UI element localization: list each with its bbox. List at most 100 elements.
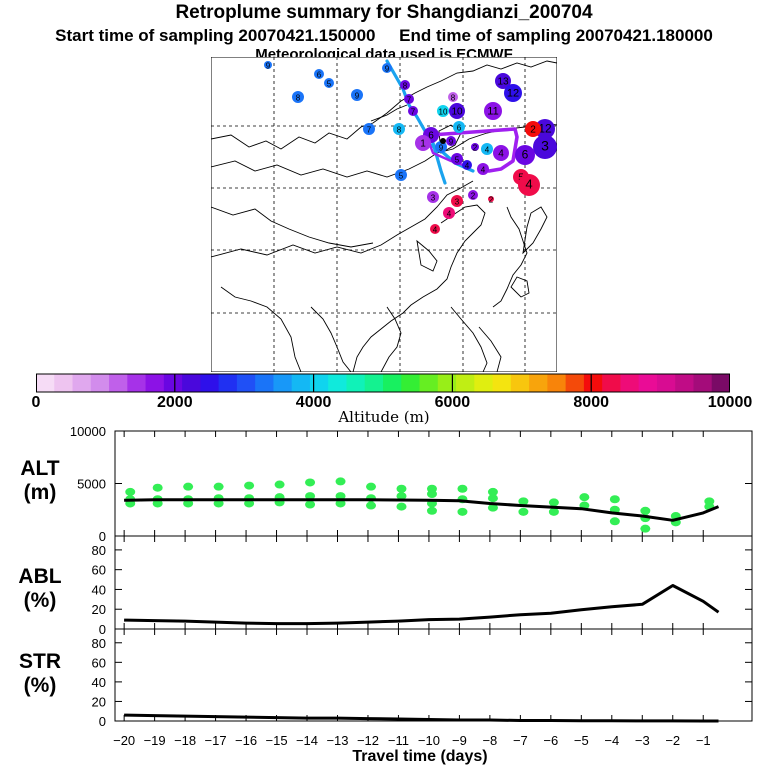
x-tick-label: −4 (604, 733, 619, 748)
colorbar-tick-label: 6000 (434, 394, 471, 411)
cluster-marker: 8 (400, 80, 410, 91)
cluster-label: 7 (367, 126, 372, 135)
cluster-label: 6 (428, 131, 434, 142)
cluster-label: 9 (355, 92, 360, 101)
colorbar-swatch (273, 374, 293, 392)
alt-scatter-point (640, 524, 651, 533)
colorbar-swatch (510, 374, 530, 392)
cluster-circle (393, 123, 405, 135)
cluster-marker: 9 (351, 89, 363, 101)
colorbar-swatch (401, 374, 421, 392)
x-tick-label: −18 (174, 733, 196, 748)
alt-scatter-point (274, 480, 285, 489)
str-ytick-label: 20 (92, 694, 106, 709)
x-tick-label: −16 (235, 733, 257, 748)
trajectory-main-line (385, 59, 447, 185)
cluster-marker: 5 (395, 169, 407, 181)
str-panel-ylabel: STR (%) (0, 650, 80, 698)
cluster-label: 4 (465, 162, 470, 171)
abl-panel-ylabel: ABL (%) (0, 565, 80, 613)
cluster-label: 8 (296, 94, 301, 103)
cluster-circle (264, 61, 272, 69)
cluster-label: 11 (487, 106, 498, 118)
cluster-marker: 4 (477, 163, 489, 175)
alt-scatter-point (183, 482, 194, 491)
colorbar-swatch (54, 374, 74, 392)
abl-panel: 0 20 40 60 80 (92, 535, 753, 637)
abl-ytick-label: 20 (92, 602, 106, 617)
cluster-label: 9 (266, 62, 271, 71)
alt-label-line2: (m) (23, 481, 57, 504)
cluster-markers: 9658998778101312111067869192445441223654… (264, 61, 557, 235)
cluster-label: 6 (457, 124, 462, 133)
cluster-circle (404, 94, 414, 104)
cluster-label: 8 (397, 126, 402, 135)
str-ytick-label: 60 (92, 655, 106, 670)
alt-scatter-point (335, 492, 346, 501)
cluster-circle (443, 207, 455, 219)
cluster-label: 7 (411, 108, 416, 117)
cluster-label: 12 (538, 122, 552, 136)
str-panel: 0 20 40 60 80 (92, 628, 753, 729)
alt-scatter-point (244, 499, 255, 508)
cluster-circle (437, 105, 449, 117)
alt-scatter-point (213, 482, 224, 491)
cluster-circle (451, 153, 463, 165)
colorbar-swatch (36, 374, 55, 392)
cluster-circle (314, 69, 324, 79)
cluster-marker: 12 (504, 84, 522, 102)
x-tick-label: −20 (113, 733, 135, 748)
cluster-label: 9 (439, 144, 444, 153)
cluster-circle (462, 160, 472, 170)
map-gridlines (211, 57, 557, 372)
cluster-circle (515, 145, 535, 165)
abl-ytick-label: 60 (92, 563, 106, 578)
cluster-marker: 8 (393, 123, 405, 135)
colorbar-swatch (182, 374, 201, 392)
alt-scatter-point (457, 507, 468, 516)
colorbar-swatch (163, 374, 183, 392)
alt-panel: 0 5000 10000 (70, 424, 753, 544)
cluster-circle (518, 174, 540, 196)
cluster-marker: 4 (518, 174, 540, 196)
colorbar-tick-label: 10000 (707, 394, 753, 411)
str-ytick-label: 80 (92, 636, 106, 651)
cluster-circle (493, 145, 509, 161)
cluster-marker: 10 (437, 105, 449, 117)
colorbar-swatch (90, 374, 110, 392)
colorbar-swatch (693, 374, 713, 392)
alt-series-line (124, 498, 720, 522)
cluster-circle (451, 195, 463, 207)
cluster-marker: 6 (515, 145, 535, 165)
alt-scatter-point (396, 492, 407, 501)
cluster-marker: 3 (427, 191, 439, 203)
cluster-label: 1 (420, 139, 426, 150)
alt-scatter-point (487, 503, 498, 512)
cluster-circle (449, 103, 465, 119)
alt-scatter-point (366, 501, 377, 510)
x-tick-label: −14 (296, 733, 318, 748)
colorbar-swatch (583, 374, 603, 392)
abl-ytick-label: 0 (99, 622, 106, 637)
str-ytick-label: 0 (99, 714, 106, 729)
colorbar-swatch (236, 374, 256, 392)
cluster-marker: 1 (415, 135, 431, 151)
cluster-label: 9 (449, 138, 454, 147)
cluster-marker: 2 (468, 190, 478, 201)
x-tick-label: −10 (418, 733, 440, 748)
colorbar-tick-label: 8000 (573, 394, 609, 411)
alt-scatter-point (183, 499, 194, 508)
cluster-circle (382, 63, 392, 73)
cluster-marker: 7 (404, 94, 414, 105)
cluster-label: 5 (327, 80, 332, 89)
x-tick-label: −9 (452, 733, 467, 748)
cluster-label: 4 (498, 149, 504, 160)
cluster-circle (324, 78, 334, 88)
cluster-marker: 8 (292, 91, 304, 103)
alt-scatter-point (640, 506, 651, 515)
alt-label-line1: ALT (20, 457, 60, 480)
cluster-label: 6 (522, 148, 529, 162)
alt-scatter-point (704, 497, 715, 506)
alt-scatter-point (305, 478, 316, 487)
cluster-label: 5 (399, 172, 404, 181)
